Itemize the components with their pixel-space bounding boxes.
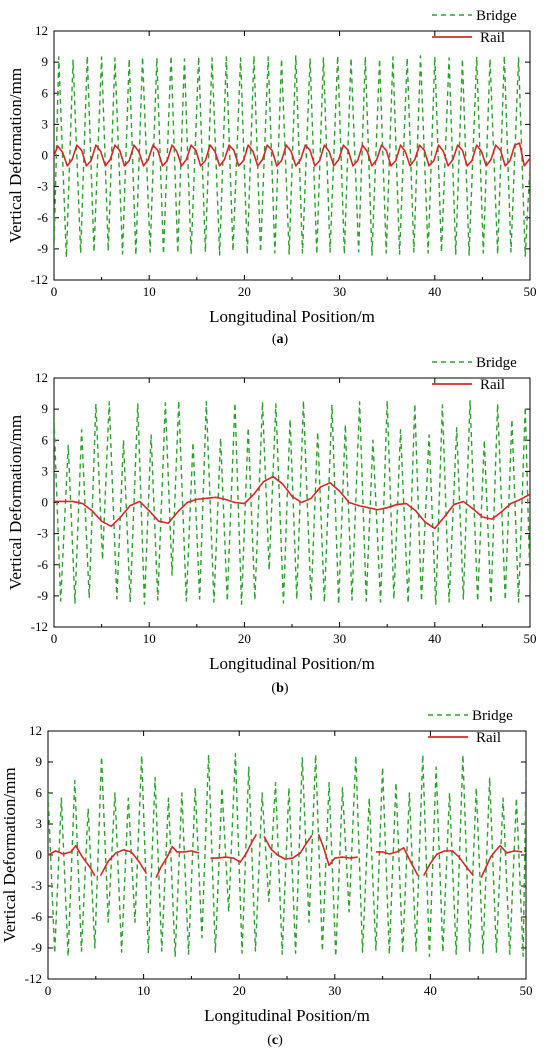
- y-tick-label: -6: [37, 210, 48, 225]
- y-tick-label: -3: [37, 526, 48, 541]
- x-tick-label: 0: [45, 983, 52, 998]
- x-tick-label: 30: [328, 983, 341, 998]
- x-tick-label: 40: [428, 284, 441, 299]
- x-tick-label: 20: [238, 631, 251, 646]
- y-tick-label: -9: [37, 241, 48, 256]
- rail-series-line: [54, 475, 530, 530]
- y-tick-label: 12: [29, 723, 42, 738]
- rail-series-line-segment: [317, 834, 358, 867]
- rail-series-line: [54, 142, 530, 167]
- rail-series-line-segment: [48, 844, 96, 877]
- x-tick-label: 0: [51, 631, 58, 646]
- x-tick-label: 40: [428, 631, 441, 646]
- y-tick-label: 6: [36, 785, 43, 800]
- y-tick-label: 12: [35, 23, 48, 38]
- plot-area: [48, 753, 526, 957]
- caption-open-paren: (: [267, 1033, 272, 1048]
- rail-series-line-segment: [263, 834, 313, 860]
- y-tick-label: -3: [37, 179, 48, 194]
- caption-close-paren: ): [278, 1033, 283, 1048]
- y-tick-label: -6: [31, 909, 42, 924]
- legend-label-rail: Rail: [480, 377, 505, 393]
- panel-caption: (c): [267, 1033, 283, 1048]
- y-axis-title: Vertical Deformation/mm: [6, 68, 25, 243]
- plot-area: [54, 400, 530, 605]
- caption-open-paren: (: [272, 332, 277, 347]
- x-tick-label: 50: [524, 284, 537, 299]
- caption-close-paren: ): [284, 681, 289, 696]
- x-axis-title: Longitudinal Position/m: [209, 654, 375, 673]
- caption-letter: a: [277, 332, 284, 347]
- x-tick-label: 10: [137, 983, 150, 998]
- y-tick-label: 0: [42, 495, 49, 510]
- rail-series-line-segment: [155, 845, 200, 879]
- y-tick-label: 3: [42, 463, 49, 478]
- y-tick-label: -12: [31, 272, 48, 287]
- caption-close-paren: ): [284, 332, 289, 347]
- rail-series-line-segment: [423, 850, 475, 877]
- y-tick-label: 6: [42, 432, 49, 447]
- y-tick-label: 9: [42, 401, 49, 416]
- y-tick-label: -12: [25, 971, 42, 986]
- chart-panel-b: 0 10 20 30 40 50 -12 -9 -6 -3 0 3 6 9 12 Longitudinal P…: [6, 355, 537, 696]
- legend-label-bridge: Bridge: [476, 355, 517, 371]
- y-tick-label: 6: [42, 85, 49, 100]
- y-tick-label: 9: [36, 754, 43, 769]
- y-tick-label: -3: [31, 878, 42, 893]
- x-tick-label: 30: [333, 284, 346, 299]
- x-axis-title: Longitudinal Position/m: [209, 307, 375, 326]
- legend-label-bridge: Bridge: [472, 708, 513, 724]
- rail-series-line-segment: [210, 833, 258, 864]
- y-tick-label: -9: [31, 940, 42, 955]
- plot-area: [54, 55, 530, 258]
- bridge-series-line: [48, 753, 526, 957]
- y-tick-label: 3: [42, 116, 49, 131]
- x-axis-title: Longitudinal Position/m: [204, 1006, 370, 1025]
- y-tick-label: -6: [37, 557, 48, 572]
- y-tick-label: 0: [42, 148, 49, 163]
- x-tick-label: 50: [524, 631, 537, 646]
- x-tick-label: 20: [233, 983, 246, 998]
- caption-letter: b: [276, 681, 284, 696]
- panel-caption: (a): [272, 332, 289, 347]
- rail-series-line-segment: [375, 846, 419, 877]
- legend-label-bridge: Bridge: [476, 8, 517, 24]
- chart-panel-c: 0 10 20 30 40 50 -12 -9 -6 -3 0 3 6 9 12 Longitudinal P…: [0, 708, 533, 1048]
- x-tick-label: 10: [143, 284, 156, 299]
- y-tick-label: 12: [35, 370, 48, 385]
- chart-panel-a: 0 10 20 30 40 50 -12 -9 -6 -3 0 3 6 9 12 Longitudinal P…: [6, 8, 537, 347]
- legend-label-rail: Rail: [480, 30, 505, 46]
- x-tick-label: 30: [333, 631, 346, 646]
- y-axis-title: Vertical Deformation/mm: [6, 415, 25, 590]
- x-tick-label: 40: [424, 983, 437, 998]
- x-tick-label: 10: [143, 631, 156, 646]
- x-tick-label: 20: [238, 284, 251, 299]
- y-tick-label: 0: [36, 847, 43, 862]
- rail-series-line-segment: [480, 844, 523, 879]
- y-tick-label: 9: [42, 54, 49, 69]
- legend-label-rail: Rail: [476, 730, 501, 746]
- x-tick-label: 0: [51, 284, 58, 299]
- panel-caption: (b): [271, 681, 288, 696]
- rail-series-line-segment: [99, 849, 148, 877]
- y-tick-label: 3: [36, 816, 43, 831]
- plot-frame: [47, 730, 527, 980]
- caption-letter: c: [272, 1033, 278, 1048]
- x-tick-label: 50: [520, 983, 533, 998]
- y-tick-label: -9: [37, 588, 48, 603]
- caption-open-paren: (: [271, 681, 276, 696]
- y-axis-title: Vertical Deformation/mm: [0, 767, 19, 942]
- y-tick-label: -12: [31, 619, 48, 634]
